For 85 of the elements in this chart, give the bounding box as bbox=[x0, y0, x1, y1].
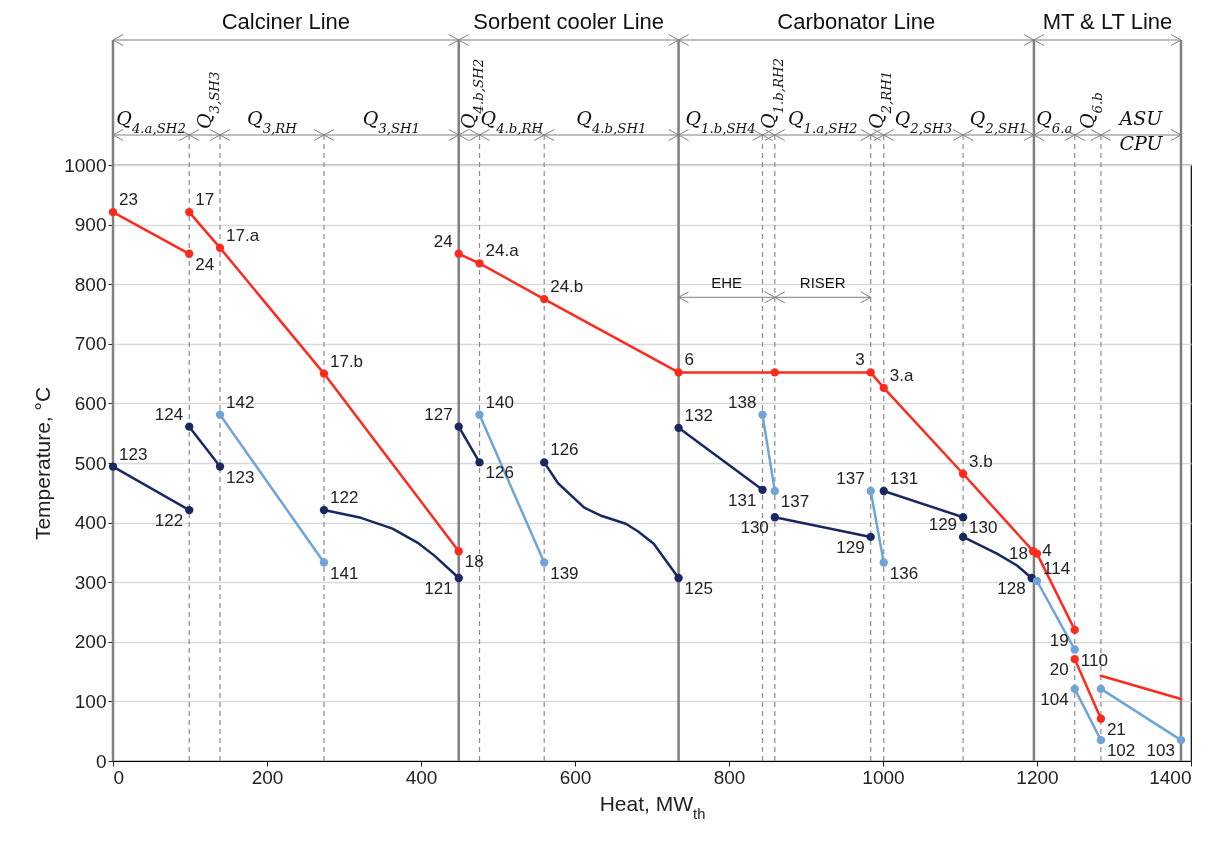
text: Q$_{2,SH1}$ bbox=[969, 107, 1028, 136]
text: MT & LT Line bbox=[1042, 9, 1173, 34]
annotation: 20 bbox=[1049, 660, 1069, 680]
y-axis-title: Temperature, °C bbox=[31, 386, 55, 541]
y-tick-label: 800 bbox=[74, 273, 107, 295]
annotation: 24.b bbox=[550, 277, 584, 297]
y-tick-label: 300 bbox=[74, 571, 107, 593]
x-tick-label: 1000 bbox=[862, 766, 905, 788]
annotation: 124 bbox=[154, 404, 184, 424]
annotation: 122 bbox=[329, 488, 359, 508]
annotation: 130 bbox=[740, 518, 769, 538]
annotation: 3.a bbox=[889, 365, 914, 385]
annotation: 132 bbox=[684, 405, 713, 425]
annotation: 24.a bbox=[485, 241, 520, 261]
annotation: 141 bbox=[329, 563, 359, 583]
x-tick-label: 1200 bbox=[1016, 766, 1059, 788]
x-tick-label: 200 bbox=[251, 766, 284, 788]
annotation: 110 bbox=[1080, 650, 1108, 670]
annotation: 139 bbox=[550, 563, 579, 583]
text: Carbonator Line bbox=[777, 9, 936, 34]
text: ASU CPU bbox=[1117, 107, 1164, 154]
x-tick-label: 600 bbox=[559, 766, 592, 788]
text: Q$_{1.b,SH4}$ bbox=[685, 107, 756, 136]
annotation: 123 bbox=[226, 467, 255, 487]
annotation: 6 bbox=[684, 350, 695, 370]
annotation: 102 bbox=[1106, 741, 1136, 761]
annotation: 3.b bbox=[969, 451, 993, 471]
annotation: 125 bbox=[684, 579, 713, 599]
x-tick-label: 0 bbox=[113, 766, 125, 788]
annotation: 23 bbox=[119, 190, 138, 210]
annotation: 24 bbox=[433, 231, 453, 251]
text: Sorbent cooler Line bbox=[473, 9, 665, 34]
text: Q$_{4.b,SH1}$ bbox=[576, 107, 647, 136]
text: Q$_{2,SH3}$ bbox=[894, 107, 953, 136]
y-tick-label: 1000 bbox=[64, 154, 107, 176]
annotation: 17.b bbox=[329, 351, 364, 371]
annotation: 131 bbox=[728, 490, 757, 510]
annotation: 136 bbox=[889, 563, 919, 583]
annotation: 123 bbox=[119, 444, 148, 464]
annotation: 128 bbox=[997, 579, 1026, 599]
text: Q$_{4.a,SH2}$ bbox=[116, 107, 186, 136]
x-tick-label: 1400 bbox=[1149, 766, 1192, 788]
annotation: 104 bbox=[1040, 689, 1069, 709]
annotation: 137 bbox=[780, 492, 810, 512]
annotation: 17.a bbox=[226, 225, 260, 245]
annotation: EHE bbox=[711, 274, 743, 292]
annotation: 138 bbox=[728, 392, 757, 412]
x-tick-label: 800 bbox=[713, 766, 746, 788]
x-axis-title: Heat, MW$_{th}$ bbox=[599, 791, 706, 822]
annotation: 140 bbox=[485, 392, 514, 412]
y-tick-label: 600 bbox=[74, 392, 107, 414]
text: Q$_{3,RH}$ bbox=[247, 107, 298, 136]
y-tick-label: 400 bbox=[74, 512, 107, 534]
y-tick-label: 700 bbox=[74, 333, 107, 355]
annotation: 3 bbox=[855, 350, 865, 370]
annotation: 17 bbox=[195, 190, 215, 210]
annotation: 127 bbox=[424, 404, 453, 424]
y-tick-label: 500 bbox=[74, 452, 107, 474]
annotation: 18 bbox=[464, 552, 484, 572]
annotation: 24 bbox=[195, 254, 215, 274]
y-tick-label: 0 bbox=[95, 750, 107, 772]
annotation: 122 bbox=[154, 511, 184, 531]
annotation: 18 bbox=[1009, 543, 1028, 563]
annotation: 19 bbox=[1049, 630, 1069, 650]
annotation: RISER bbox=[799, 274, 846, 292]
text: Q$_{1.a,SH2}$ bbox=[787, 107, 858, 136]
annotation: 129 bbox=[836, 537, 865, 557]
annotation: 126 bbox=[550, 440, 579, 460]
annotation: 137 bbox=[836, 469, 865, 489]
annotation: 130 bbox=[969, 518, 998, 538]
y-tick-label: 200 bbox=[74, 631, 107, 653]
x-tick-label: 400 bbox=[405, 766, 438, 788]
y-tick-label: 100 bbox=[74, 690, 107, 712]
annotation: 21 bbox=[1106, 719, 1126, 739]
y-tick-label: 900 bbox=[74, 214, 107, 236]
text: Q$_{6.a}$ bbox=[1036, 107, 1073, 136]
annotation: 142 bbox=[226, 392, 255, 412]
text: Calciner Line bbox=[221, 9, 351, 34]
annotation: 129 bbox=[928, 514, 958, 534]
text: Q$_{3,SH1}$ bbox=[362, 107, 421, 136]
annotation: 103 bbox=[1146, 741, 1175, 761]
annotation: 114 bbox=[1043, 559, 1071, 579]
annotation: 4 bbox=[1042, 541, 1052, 561]
annotation: 121 bbox=[424, 579, 453, 599]
annotation: 131 bbox=[889, 469, 919, 489]
